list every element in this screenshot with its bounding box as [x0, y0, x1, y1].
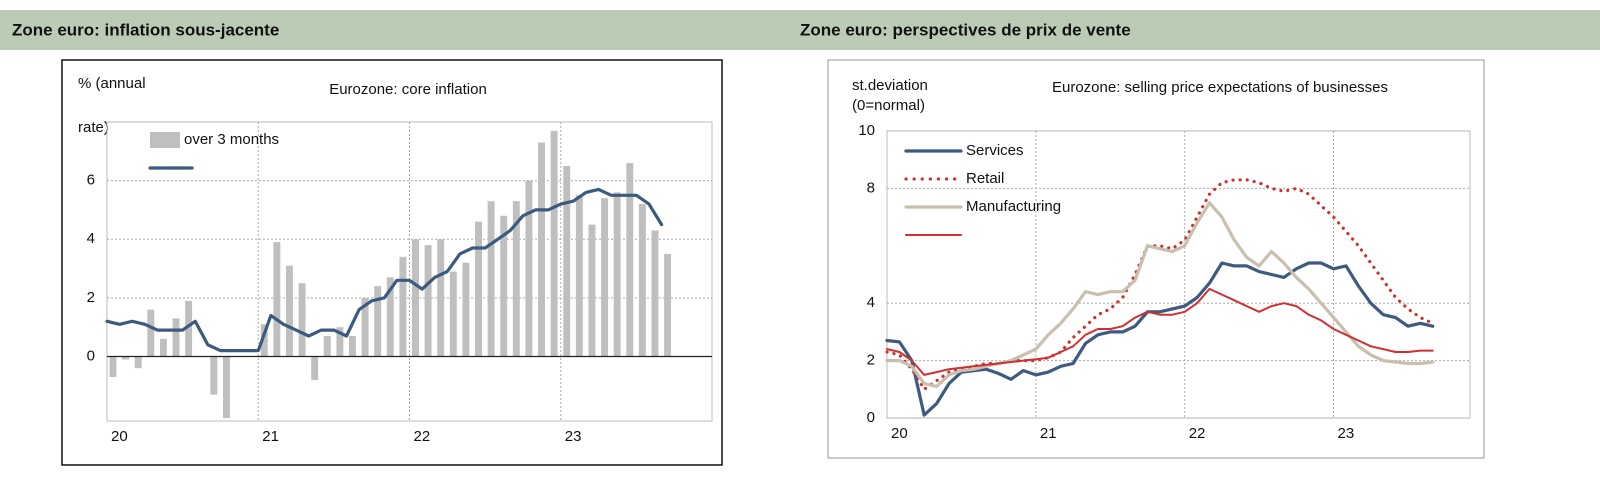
bar: [172, 318, 180, 357]
bar: [185, 300, 193, 357]
bar: [349, 335, 356, 357]
header: Zone euro: perspectives de prix de vente: [800, 20, 1131, 39]
bar: [260, 324, 268, 357]
bar: [487, 201, 495, 357]
bar: [273, 242, 281, 357]
bar: [538, 142, 545, 357]
bar: [210, 356, 218, 395]
bar: [664, 253, 672, 357]
line-series: [105, 187, 664, 353]
bar: [147, 309, 155, 357]
x-tick-label: 20: [111, 428, 128, 445]
x-tick-label: 21: [1040, 425, 1057, 442]
chart-title: Eurozone: selling price expectations of …: [1052, 79, 1388, 96]
bar: [374, 286, 382, 357]
bar: [323, 335, 331, 357]
x-tick-label: 21: [262, 428, 279, 445]
bar: [575, 195, 583, 357]
bar: [437, 239, 445, 357]
bar: [626, 163, 634, 357]
bar: [475, 221, 482, 357]
bar: [122, 356, 130, 360]
bar: [298, 283, 306, 357]
bar: [525, 180, 533, 357]
y-tick-label: 2: [87, 289, 95, 306]
y-tick-label: 2: [867, 352, 875, 369]
plot-area: [886, 130, 1471, 419]
y-tick-label: 4: [87, 230, 95, 247]
bar: [109, 356, 117, 378]
y-tick-label: 0: [87, 347, 95, 364]
legend-label: Retail: [966, 170, 1004, 187]
bar: [651, 230, 659, 357]
bar: [399, 256, 407, 357]
bar: [311, 356, 319, 380]
legend-swatch: [150, 132, 180, 148]
bar: [285, 265, 293, 357]
bar: [601, 198, 609, 357]
bar: [361, 297, 369, 357]
bar: [424, 245, 432, 357]
x-tick-label: 22: [1189, 425, 1206, 442]
legend-label: Services: [966, 142, 1024, 159]
bar: [613, 192, 621, 357]
bar: [500, 215, 508, 357]
x-tick-label: 20: [891, 425, 908, 442]
x-tick-label: 22: [414, 428, 431, 445]
bar: [412, 239, 419, 357]
chart-title: Eurozone: core inflation: [329, 81, 487, 98]
header: Zone euro: inflation sous-jacente: [12, 20, 279, 39]
x-tick-label: 23: [1338, 425, 1355, 442]
header-band: [0, 10, 1600, 50]
bar: [550, 130, 558, 357]
y-axis-label: % (annual: [78, 75, 146, 92]
bar: [512, 201, 520, 357]
bar: [588, 224, 596, 357]
y-tick-label: 8: [867, 179, 875, 196]
chart-frame: [61, 59, 723, 466]
bar: [462, 262, 470, 357]
x-tick-label: 23: [565, 428, 582, 445]
line-series: [885, 261, 1435, 417]
legend-label: Manufacturing: [966, 198, 1061, 215]
bar: [134, 356, 142, 369]
line-series: [885, 201, 1435, 388]
chart-frame: [827, 59, 1485, 459]
bar: [638, 204, 646, 357]
bar: [222, 356, 230, 419]
bar: [386, 277, 394, 357]
bar: [563, 165, 571, 357]
y-tick-label: 4: [867, 294, 875, 311]
y-tick-label: 10: [858, 122, 875, 139]
line-series: [886, 287, 1434, 376]
bar: [449, 271, 457, 357]
y-axis-label: (0=normal): [852, 97, 925, 114]
y-axis-label: st.deviation: [852, 77, 928, 94]
bar: [159, 338, 167, 357]
legend-label: over 3 months: [184, 131, 279, 148]
y-tick-label: 6: [87, 172, 95, 189]
bar: [336, 327, 344, 357]
y-axis-label: rate): [78, 119, 109, 136]
y-tick-label: 0: [867, 409, 875, 426]
